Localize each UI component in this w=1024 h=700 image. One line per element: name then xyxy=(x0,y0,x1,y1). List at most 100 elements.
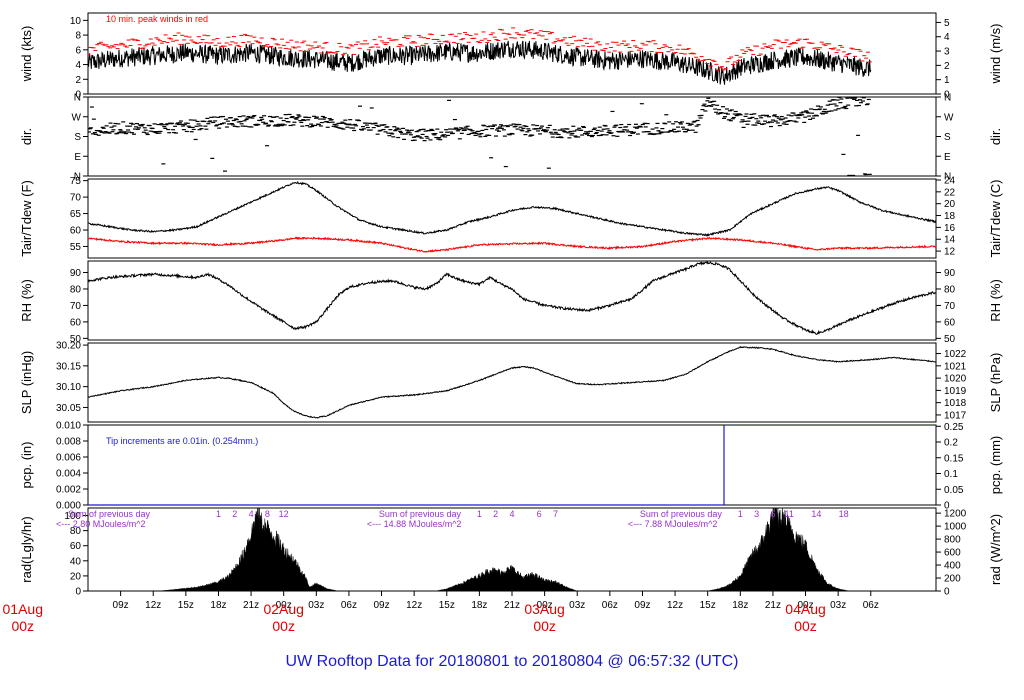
chart-title: UW Rooftop Data for 20180801 to 20180804… xyxy=(286,653,739,670)
y-axis-label: SLP (inHg) xyxy=(19,351,34,414)
y-tick-label-right: 400 xyxy=(944,561,961,572)
series-layer xyxy=(88,180,936,253)
panel-frame xyxy=(87,12,937,95)
sun-hour-label: 4 xyxy=(509,509,514,519)
series-tair xyxy=(88,180,936,237)
y-tick-label-right: 60 xyxy=(944,317,956,328)
y-tick-label: 10 xyxy=(70,16,82,27)
x-tick-label: 00z xyxy=(537,600,553,611)
y-tick-label: 65 xyxy=(70,209,82,220)
y-axis-label: pcp. (in) xyxy=(19,442,34,489)
series-slp xyxy=(88,346,936,419)
y-tick-label: 60 xyxy=(70,541,82,552)
panel-wind: 0 2 4 6 8 10 0 1 2 3 4 5 wind (kts) wind (m/s) 10 min.… xyxy=(19,12,1003,101)
y-tick-label: 0.002 xyxy=(56,485,81,496)
panel-frame xyxy=(87,260,937,341)
series-precip xyxy=(88,425,936,505)
y-axis-label: wind (kts) xyxy=(19,26,34,83)
y-tick-label-right: 4 xyxy=(944,32,950,43)
y-tick-label-right: 0.15 xyxy=(944,453,964,464)
y-tick-label-right: 1019 xyxy=(944,386,967,397)
y-tick-label-right: 600 xyxy=(944,548,961,559)
y-axis-label-right: SLP (hPa) xyxy=(988,353,1003,413)
x-tick-label: 03z xyxy=(569,600,585,611)
y-tick-label-right: 90 xyxy=(944,268,956,279)
day-label: 02Aug xyxy=(263,601,303,617)
y-tick-label: 30.05 xyxy=(56,403,81,414)
y-tick-label-right: 200 xyxy=(944,574,961,585)
time-axis: 09z 12z 15z 18z 21z 00z 03z 06z 09z 12z 15z 18z 21z 0… xyxy=(3,590,936,634)
sun-hour-label: 1 xyxy=(216,509,221,519)
y-tick-label: 90 xyxy=(70,268,82,279)
sun-hour-label: 6 xyxy=(537,509,542,519)
series-layer xyxy=(88,27,872,85)
y-tick-label-right: 0.05 xyxy=(944,485,964,496)
y-tick-label-right: 16 xyxy=(944,223,956,234)
x-tick-label: 03z xyxy=(830,600,846,611)
x-tick-label: 12z xyxy=(667,600,683,611)
y-tick-label: 75 xyxy=(70,176,82,187)
x-tick-label: 00z xyxy=(276,600,292,611)
series-layer xyxy=(88,425,936,505)
y-tick-label-right: 1 xyxy=(944,75,950,86)
x-tick-label: 09z xyxy=(113,600,129,611)
series-layer xyxy=(88,261,936,335)
y-axis-label-right: wind (m/s) xyxy=(988,24,1003,85)
x-tick-label: 06z xyxy=(602,600,618,611)
series-layer xyxy=(158,508,849,591)
y-tick-label-right: 14 xyxy=(944,235,956,246)
y-tick-label: N xyxy=(74,93,81,104)
y-tick-label-right: 1017 xyxy=(944,410,967,421)
y-tick-label: 6 xyxy=(75,45,81,56)
y-tick-label-right: 1020 xyxy=(944,374,967,385)
y-tick-label-right: 0 xyxy=(944,90,950,101)
y-tick-label-right: E xyxy=(944,152,951,163)
y-tick-label-right: 1021 xyxy=(944,361,967,372)
daily-sum-title: Sum of previous day xyxy=(640,509,723,519)
y-tick-label: 0.004 xyxy=(56,469,81,480)
y-tick-label-right: 1000 xyxy=(944,522,967,533)
y-tick-label-right: 18 xyxy=(944,211,956,222)
y-axis-label-right: RH (%) xyxy=(988,279,1003,322)
x-tick-label: 21z xyxy=(243,600,259,611)
y-tick-label-right: 50 xyxy=(944,334,956,345)
y-tick-label-right: 24 xyxy=(944,175,956,186)
y-tick-label: 80 xyxy=(70,526,82,537)
x-tick-label: 06z xyxy=(863,600,879,611)
y-tick-label: S xyxy=(74,132,81,143)
series-wind-speed xyxy=(88,40,872,85)
y-axis-label: RH (%) xyxy=(19,279,34,322)
y-tick-label-right: 0 xyxy=(944,501,950,512)
daily-sum-title: Sum of previous day xyxy=(68,509,151,519)
sun-hour-label: 1 xyxy=(738,509,743,519)
y-tick-label: 30.10 xyxy=(56,382,81,393)
x-tick-label: 00z xyxy=(797,600,813,611)
y-tick-label-right: W xyxy=(944,112,954,123)
y-tick-label-right: 1018 xyxy=(944,398,967,409)
y-tick-label: 50 xyxy=(70,334,82,345)
y-tick-label: W xyxy=(72,112,82,123)
x-tick-label: 15z xyxy=(439,600,455,611)
y-tick-label: 0.008 xyxy=(56,437,81,448)
sun-hour-label: 12 xyxy=(279,509,289,519)
y-tick-label-right: 0.25 xyxy=(944,422,964,433)
y-tick-label-right: 12 xyxy=(944,247,956,258)
sun-hour-label: 18 xyxy=(839,509,849,519)
panel-frame xyxy=(87,96,937,177)
x-tick-label: 15z xyxy=(178,600,194,611)
y-tick-label: 60 xyxy=(70,226,82,237)
day-label: 03Aug xyxy=(524,601,564,617)
x-tick-label: 09z xyxy=(634,600,650,611)
y-tick-label-right: 5 xyxy=(944,18,950,29)
x-tick-label: 21z xyxy=(504,600,520,611)
panel-annotation: Tip increments are 0.01in. (0.254mm.) xyxy=(106,436,258,446)
sun-hour-label: 1 xyxy=(477,509,482,519)
day-time-label: 00z xyxy=(794,618,817,634)
y-tick-label-right: 800 xyxy=(944,535,961,546)
x-tick-label: 09z xyxy=(373,600,389,611)
sun-hour-label: 4 xyxy=(249,509,254,519)
panel-annotation: 10 min. peak winds in red xyxy=(106,14,208,24)
sun-hour-label: 6 xyxy=(770,509,775,519)
